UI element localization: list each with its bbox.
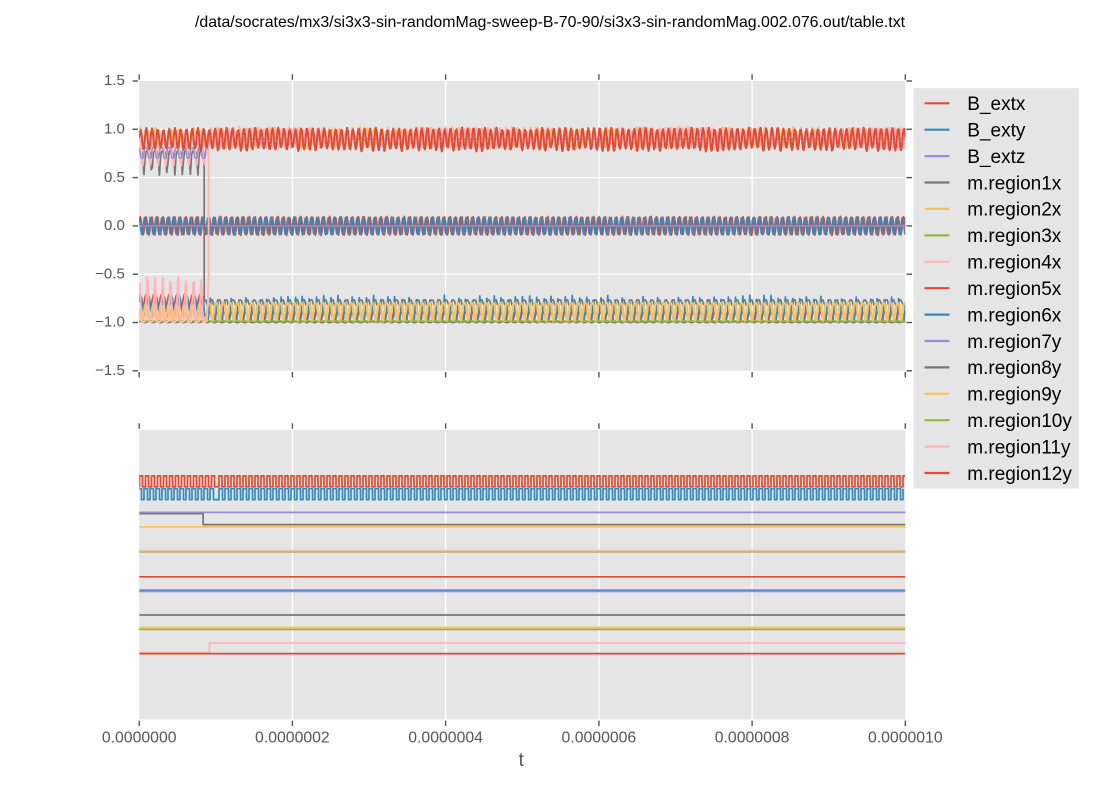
svg-text:m.region5x: m.region5x	[967, 279, 1061, 300]
svg-text:0.0000002: 0.0000002	[255, 730, 330, 747]
svg-text:B_extx: B_extx	[967, 94, 1026, 115]
svg-text:m.region2x: m.region2x	[967, 200, 1061, 221]
svg-text:0.0000000: 0.0000000	[102, 730, 177, 747]
svg-text:0.0000008: 0.0000008	[715, 730, 790, 747]
svg-text:m.region3x: m.region3x	[967, 226, 1061, 247]
svg-text:m.region12y: m.region12y	[967, 464, 1072, 485]
svg-text:m.region6x: m.region6x	[967, 305, 1061, 326]
svg-text:m.region4x: m.region4x	[967, 253, 1061, 274]
svg-text:m.region1x: m.region1x	[967, 173, 1061, 194]
svg-text:0.0000004: 0.0000004	[408, 730, 483, 747]
svg-text:−1.5: −1.5	[95, 362, 125, 379]
svg-text:−1.0: −1.0	[95, 314, 125, 331]
svg-text:/data/socrates/mx3/si3x3-sin-r: /data/socrates/mx3/si3x3-sin-randomMag-s…	[195, 14, 906, 31]
svg-text:B_extz: B_extz	[967, 147, 1025, 168]
svg-text:m.region11y: m.region11y	[967, 437, 1071, 458]
svg-text:1.5: 1.5	[104, 72, 125, 89]
svg-text:0.0: 0.0	[104, 217, 125, 234]
svg-text:m.region7y: m.region7y	[967, 332, 1061, 353]
svg-text:m.region8y: m.region8y	[967, 358, 1061, 379]
svg-text:−0.5: −0.5	[95, 265, 125, 282]
svg-text:t: t	[519, 750, 525, 771]
svg-text:m.region9y: m.region9y	[967, 385, 1061, 406]
svg-text:0.0000010: 0.0000010	[868, 730, 943, 747]
svg-text:1.0: 1.0	[104, 121, 125, 138]
svg-text:m.region10y: m.region10y	[967, 411, 1072, 432]
svg-text:0.0000006: 0.0000006	[562, 730, 637, 747]
svg-text:B_exty: B_exty	[967, 121, 1026, 142]
svg-text:0.5: 0.5	[104, 169, 125, 186]
